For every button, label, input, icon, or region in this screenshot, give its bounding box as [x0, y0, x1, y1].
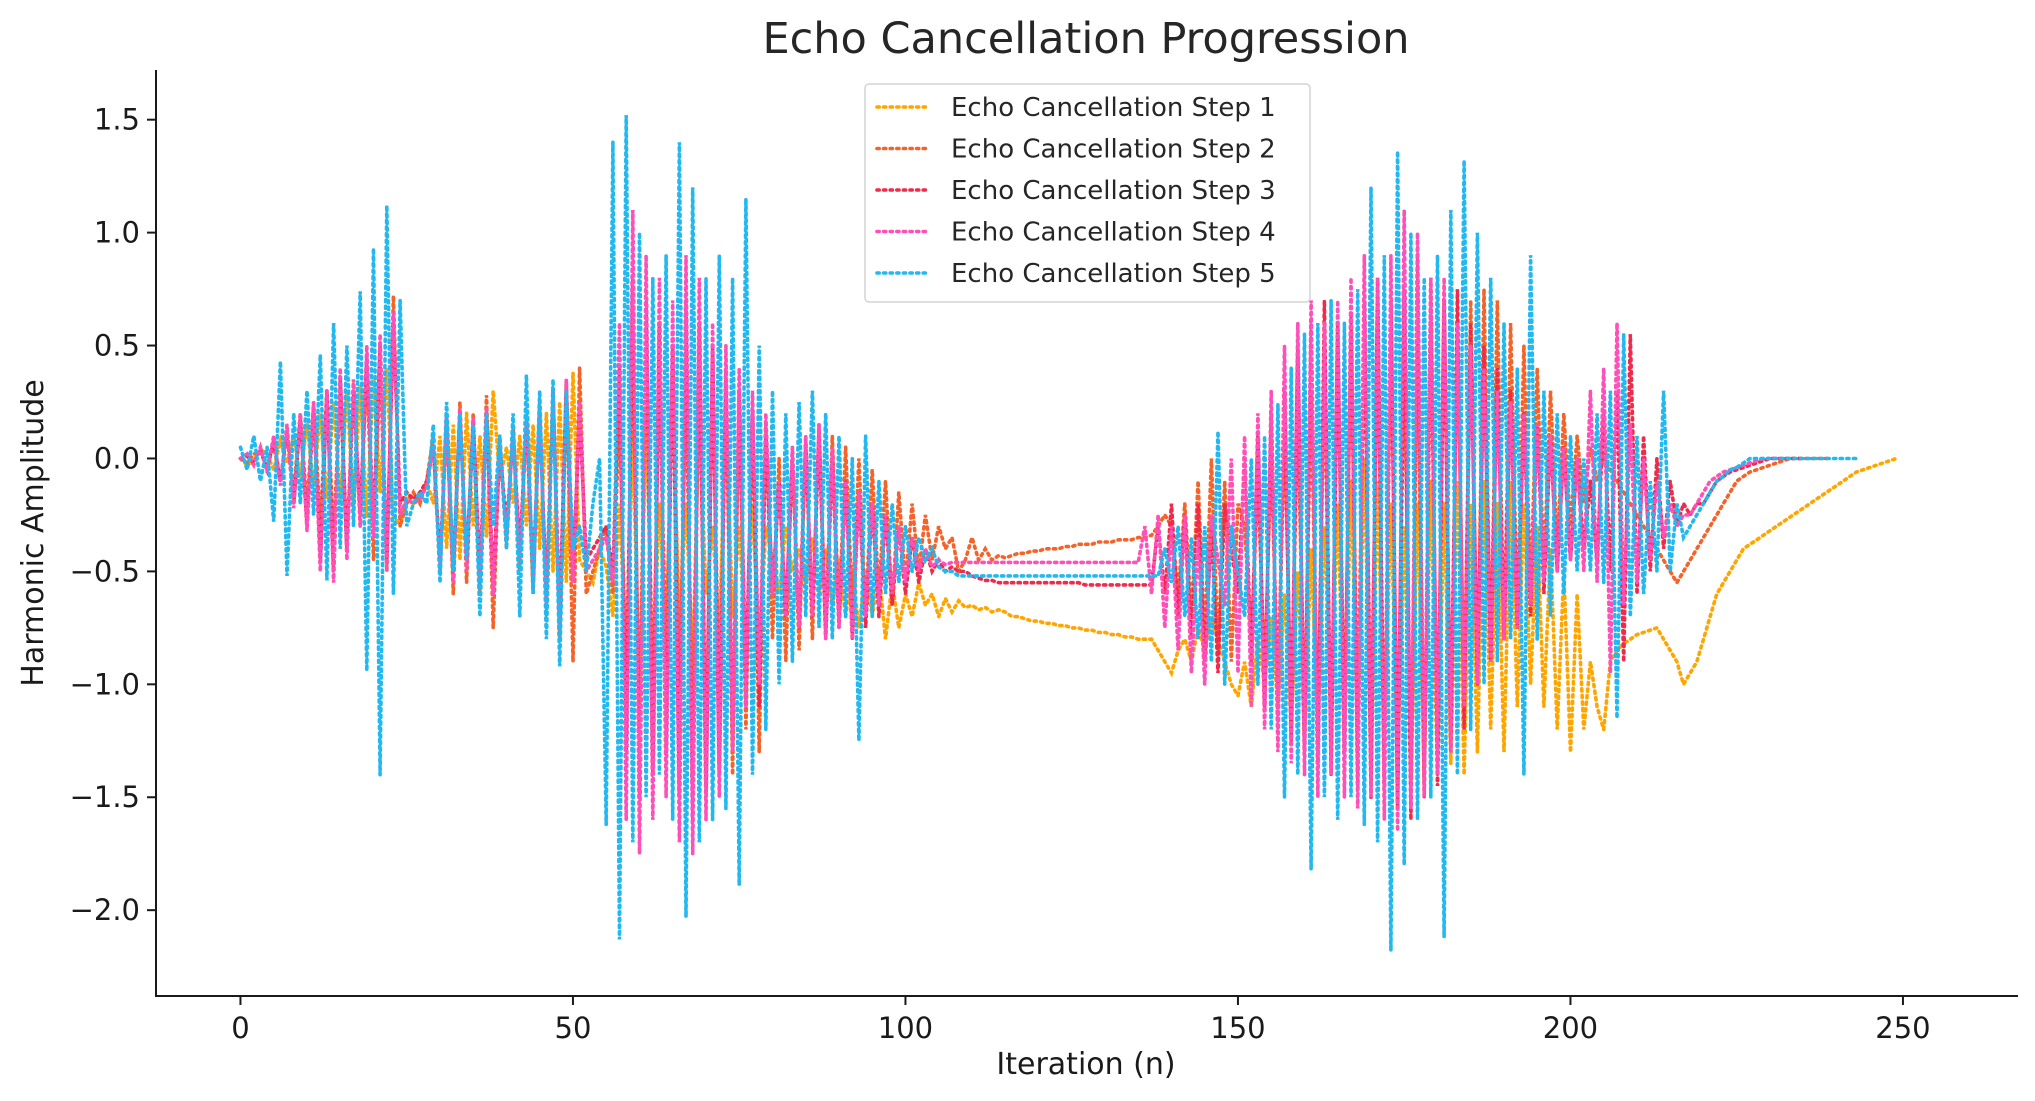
legend-label: Echo Cancellation Step 1: [951, 93, 1276, 123]
x-tick-label: 0: [231, 1011, 249, 1045]
x-tick-label: 200: [1543, 1011, 1598, 1045]
y-ticks: −2.0 −1.5 −1.0 −0.5 0.0 0.5 1.0 1.5: [70, 103, 156, 927]
x-tick-label: 150: [1210, 1011, 1265, 1045]
x-ticks: 0 50 100 150 200 250: [231, 996, 1931, 1045]
y-tick-label: −0.5: [70, 554, 140, 588]
x-tick-label: 100: [878, 1011, 933, 1045]
x-tick-label: 250: [1875, 1011, 1930, 1045]
plot-area: [238, 115, 1899, 951]
chart-title: Echo Cancellation Progression: [762, 14, 1409, 64]
y-tick-label: −2.0: [70, 893, 140, 927]
x-axis-label: Iteration (n): [996, 1047, 1175, 1082]
y-tick-label: 0.0: [94, 441, 140, 475]
y-tick-label: −1.0: [70, 667, 140, 701]
y-tick-label: −1.5: [70, 780, 140, 814]
y-tick-label: 0.5: [94, 329, 140, 363]
legend-frame: [864, 83, 1311, 303]
series-line-step-5: [238, 115, 1859, 951]
y-tick-label: 1.0: [94, 216, 140, 250]
y-axis-label: Harmonic Amplitude: [16, 379, 51, 686]
x-tick-label: 50: [555, 1011, 592, 1045]
legend-label: Echo Cancellation Step 5: [951, 259, 1276, 289]
legend-label: Echo Cancellation Step 2: [951, 135, 1276, 165]
y-tick-label: 1.5: [94, 103, 140, 137]
legend: Echo Cancellation Step 1 Echo Cancellatio…: [864, 83, 1311, 303]
legend-label: Echo Cancellation Step 3: [951, 176, 1276, 206]
legend-label: Echo Cancellation Step 4: [951, 218, 1276, 248]
